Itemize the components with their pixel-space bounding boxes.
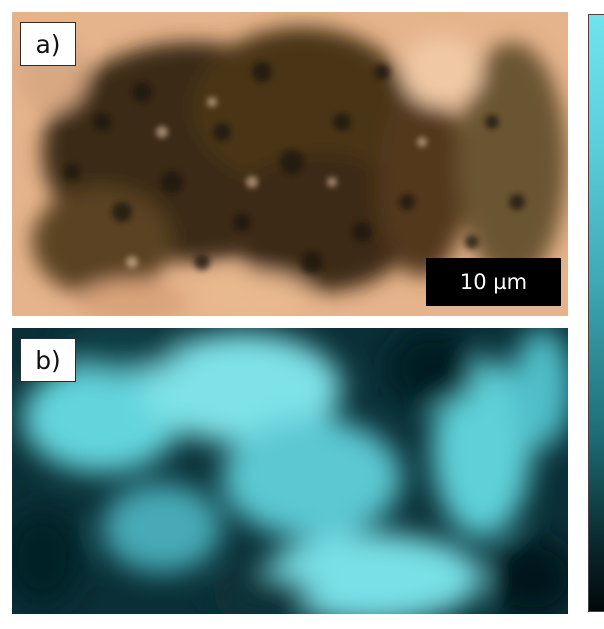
optical-micrograph-panel: a) 10 µm	[12, 12, 568, 316]
scale-bar-label: 10 µm	[426, 258, 561, 306]
panel-b-label: b)	[20, 338, 76, 382]
colorbar	[588, 14, 604, 612]
panel-a-label: a)	[20, 22, 76, 66]
chemical-map-panel: b)	[12, 328, 568, 614]
chemical-map-image	[12, 328, 568, 614]
